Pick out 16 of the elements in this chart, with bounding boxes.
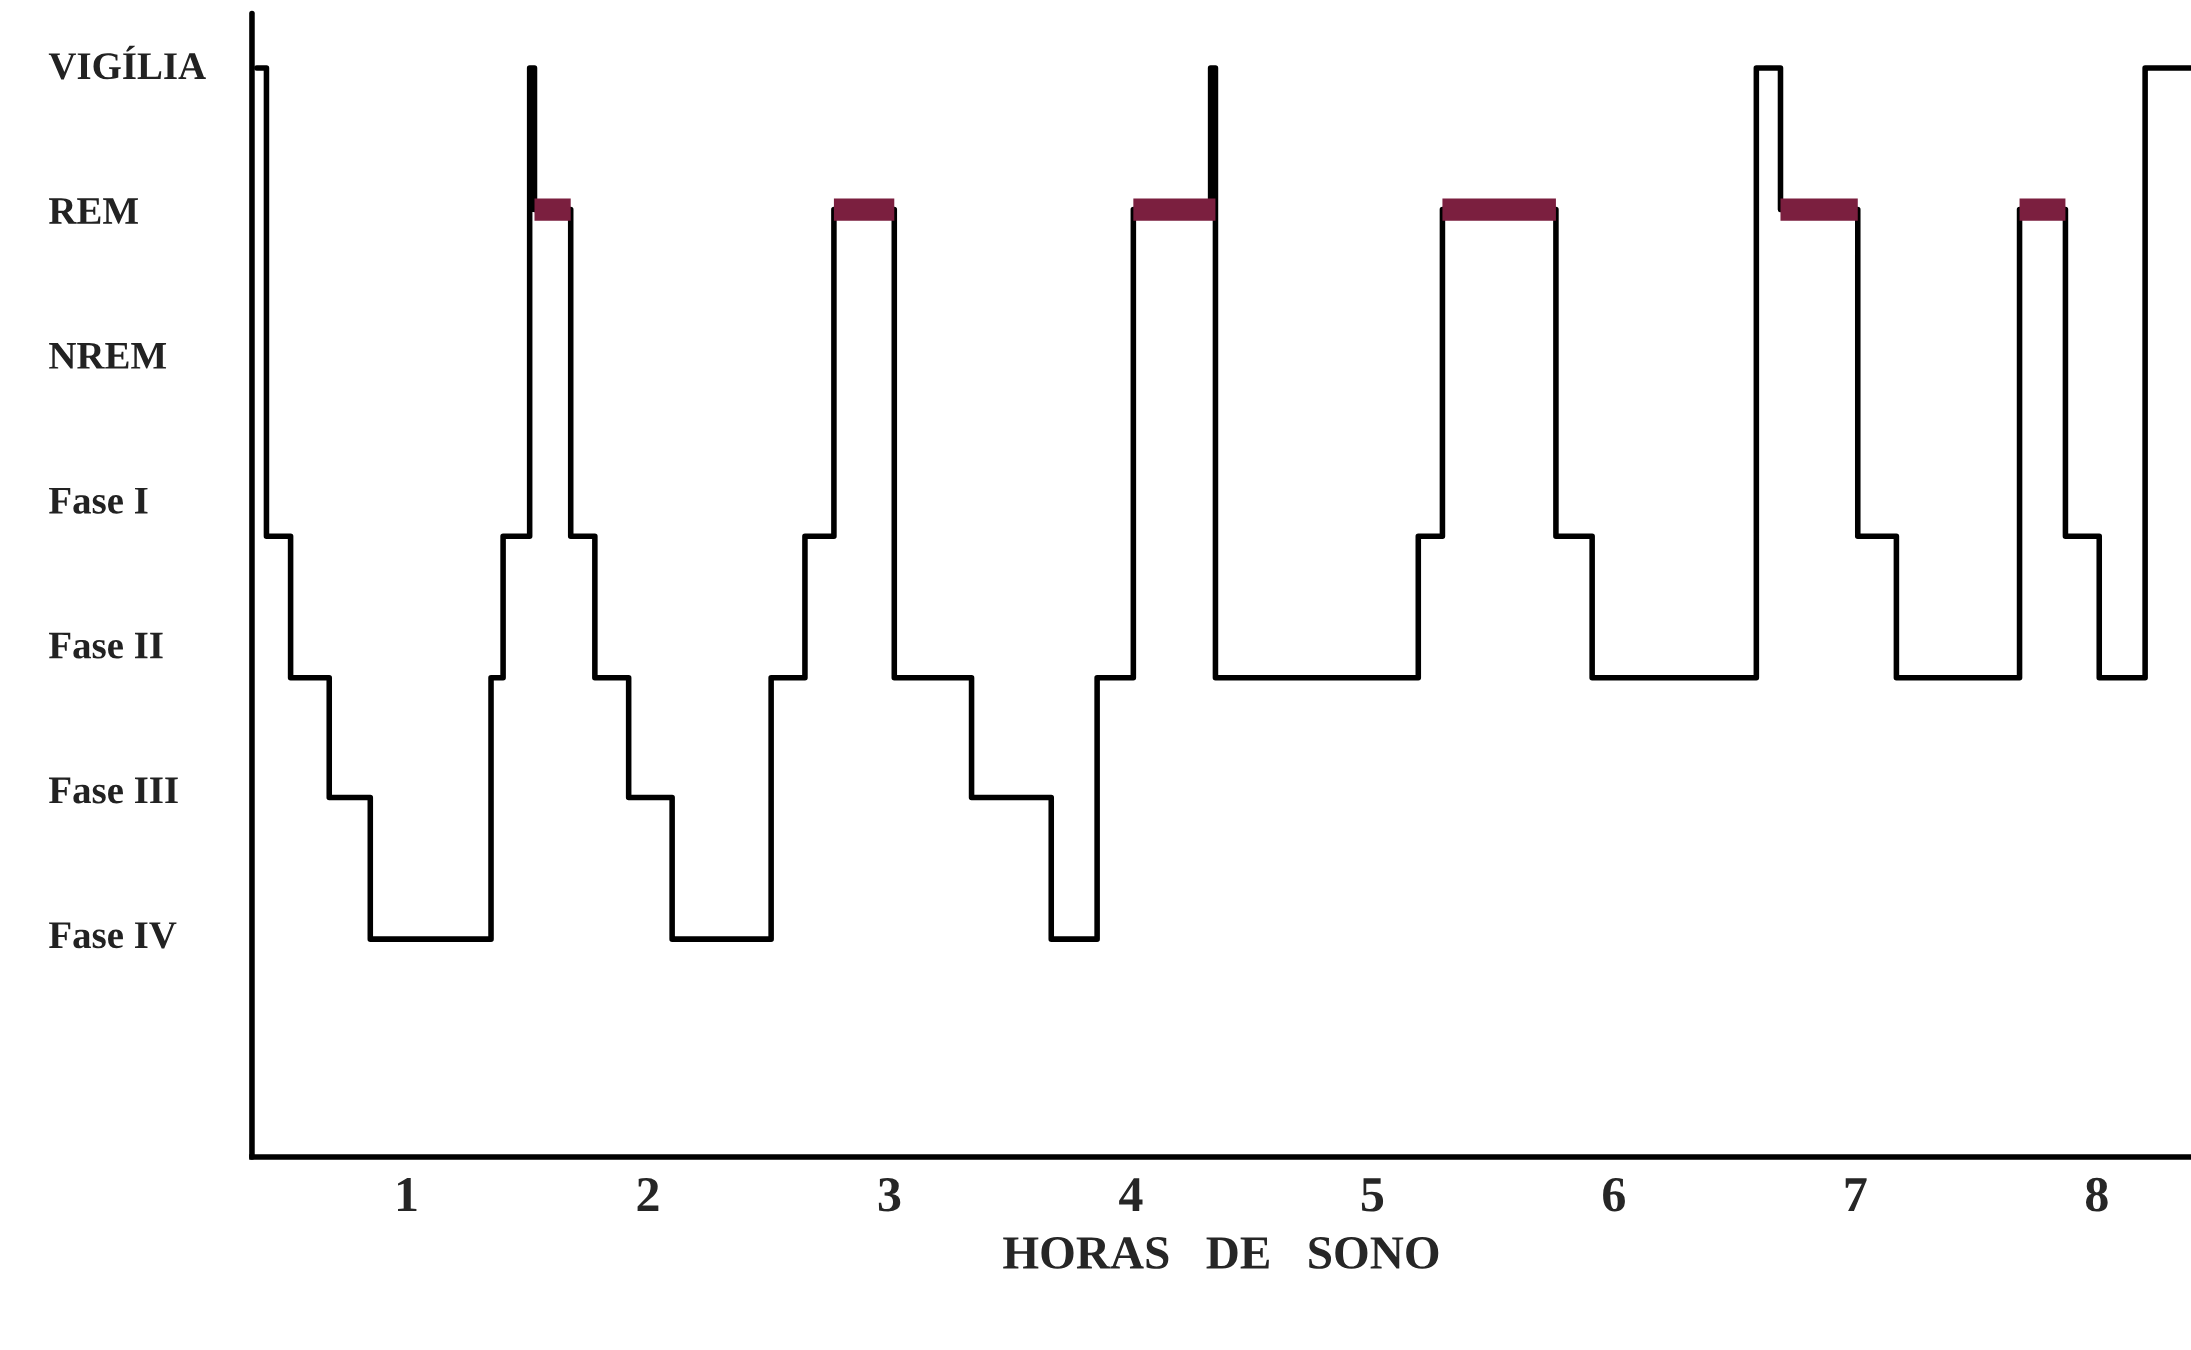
text: REM	[49, 198, 138, 224]
text: Fase IV	[49, 922, 177, 949]
x-tick-label: 5	[1361, 1178, 1384, 1212]
text: Fase I	[49, 487, 148, 514]
text: VIGÍLIA	[48, 45, 206, 80]
x-tick-label: 6	[1603, 1177, 1625, 1212]
text: Fase III	[49, 777, 178, 804]
x-tick-label: 2	[637, 1177, 659, 1212]
x-tick-label: 8	[2085, 1177, 2108, 1212]
x-tick-label: 1	[398, 1178, 417, 1212]
x-tick-label: 3	[878, 1177, 901, 1212]
text: Fase II	[49, 632, 163, 659]
x-tick-label: 4	[1119, 1178, 1143, 1212]
x-axis-title: HORAS DE SONO	[1003, 1237, 1439, 1269]
x-tick-label: 7	[1845, 1178, 1867, 1212]
text: NREM	[49, 343, 167, 369]
